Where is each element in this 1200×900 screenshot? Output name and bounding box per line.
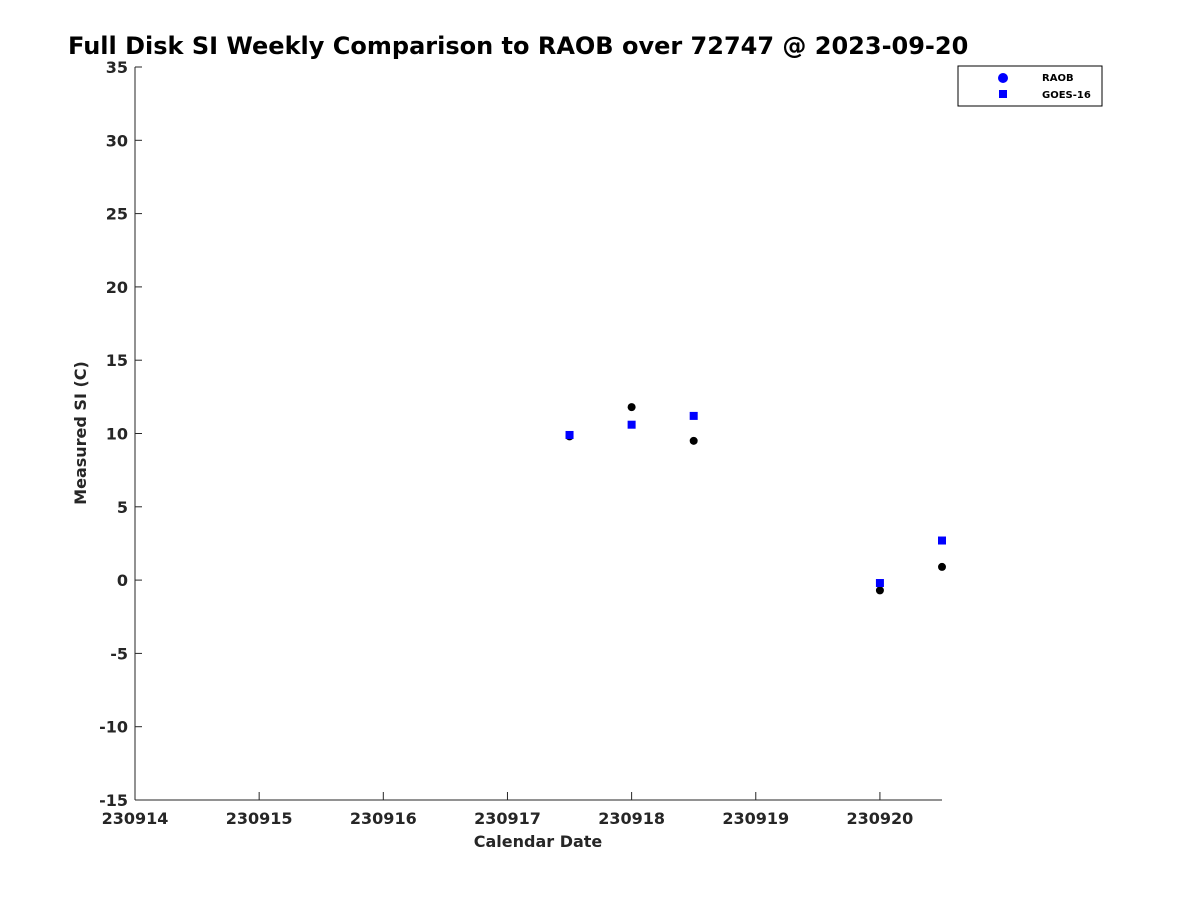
legend: RAOB GOES-16 xyxy=(957,65,1103,107)
x-tick-label: 230917 xyxy=(474,809,541,828)
point-goes16 xyxy=(627,420,636,429)
y-tick-label: 15 xyxy=(106,351,128,370)
y-tick-label: 35 xyxy=(106,58,128,77)
point-goes16 xyxy=(875,579,884,588)
x-tick-label: 230919 xyxy=(722,809,789,828)
y-tick-label: 25 xyxy=(106,205,128,224)
y-tick-label: -5 xyxy=(110,644,128,663)
x-axis-ticks: 230914 230915 230916 230917 230918 230919 2309… xyxy=(102,792,914,828)
x-tick-label: 230914 xyxy=(102,809,169,828)
point-goes16 xyxy=(565,430,574,439)
y-tick-label: 20 xyxy=(106,278,128,297)
legend-marker-goes16 xyxy=(999,90,1007,98)
y-tick-label: -15 xyxy=(99,791,128,810)
point-goes16 xyxy=(689,411,698,420)
point-raob xyxy=(689,436,698,445)
x-axis-label: Calendar Date xyxy=(474,832,603,851)
x-tick-label: 230920 xyxy=(847,809,914,828)
x-tick-label: 230916 xyxy=(350,809,417,828)
point-raob xyxy=(875,586,884,595)
legend-label-goes16: GOES-16 xyxy=(1042,90,1091,101)
point-raob xyxy=(938,562,946,571)
legend-label-raob: RAOB xyxy=(1042,73,1074,84)
y-tick-label: 0 xyxy=(117,571,128,590)
legend-box xyxy=(957,65,1103,107)
chart-title: Full Disk SI Weekly Comparison to RAOB o… xyxy=(68,32,968,60)
plot-axes xyxy=(134,67,942,801)
data-points xyxy=(565,403,946,595)
legend-marker-raob xyxy=(998,73,1008,83)
y-tick-label: -10 xyxy=(99,718,128,737)
y-tick-label: 5 xyxy=(117,498,128,517)
y-tick-label: 10 xyxy=(106,425,128,444)
y-axis-label: Measured SI (C) xyxy=(71,361,90,505)
y-axis-ticks: -15 -10 -5 0 5 10 15 20 25 30 35 xyxy=(99,58,142,810)
x-tick-label: 230918 xyxy=(598,809,665,828)
x-tick-label: 230915 xyxy=(226,809,293,828)
point-goes16 xyxy=(938,536,946,545)
point-raob xyxy=(627,403,636,412)
y-tick-label: 30 xyxy=(106,131,128,150)
